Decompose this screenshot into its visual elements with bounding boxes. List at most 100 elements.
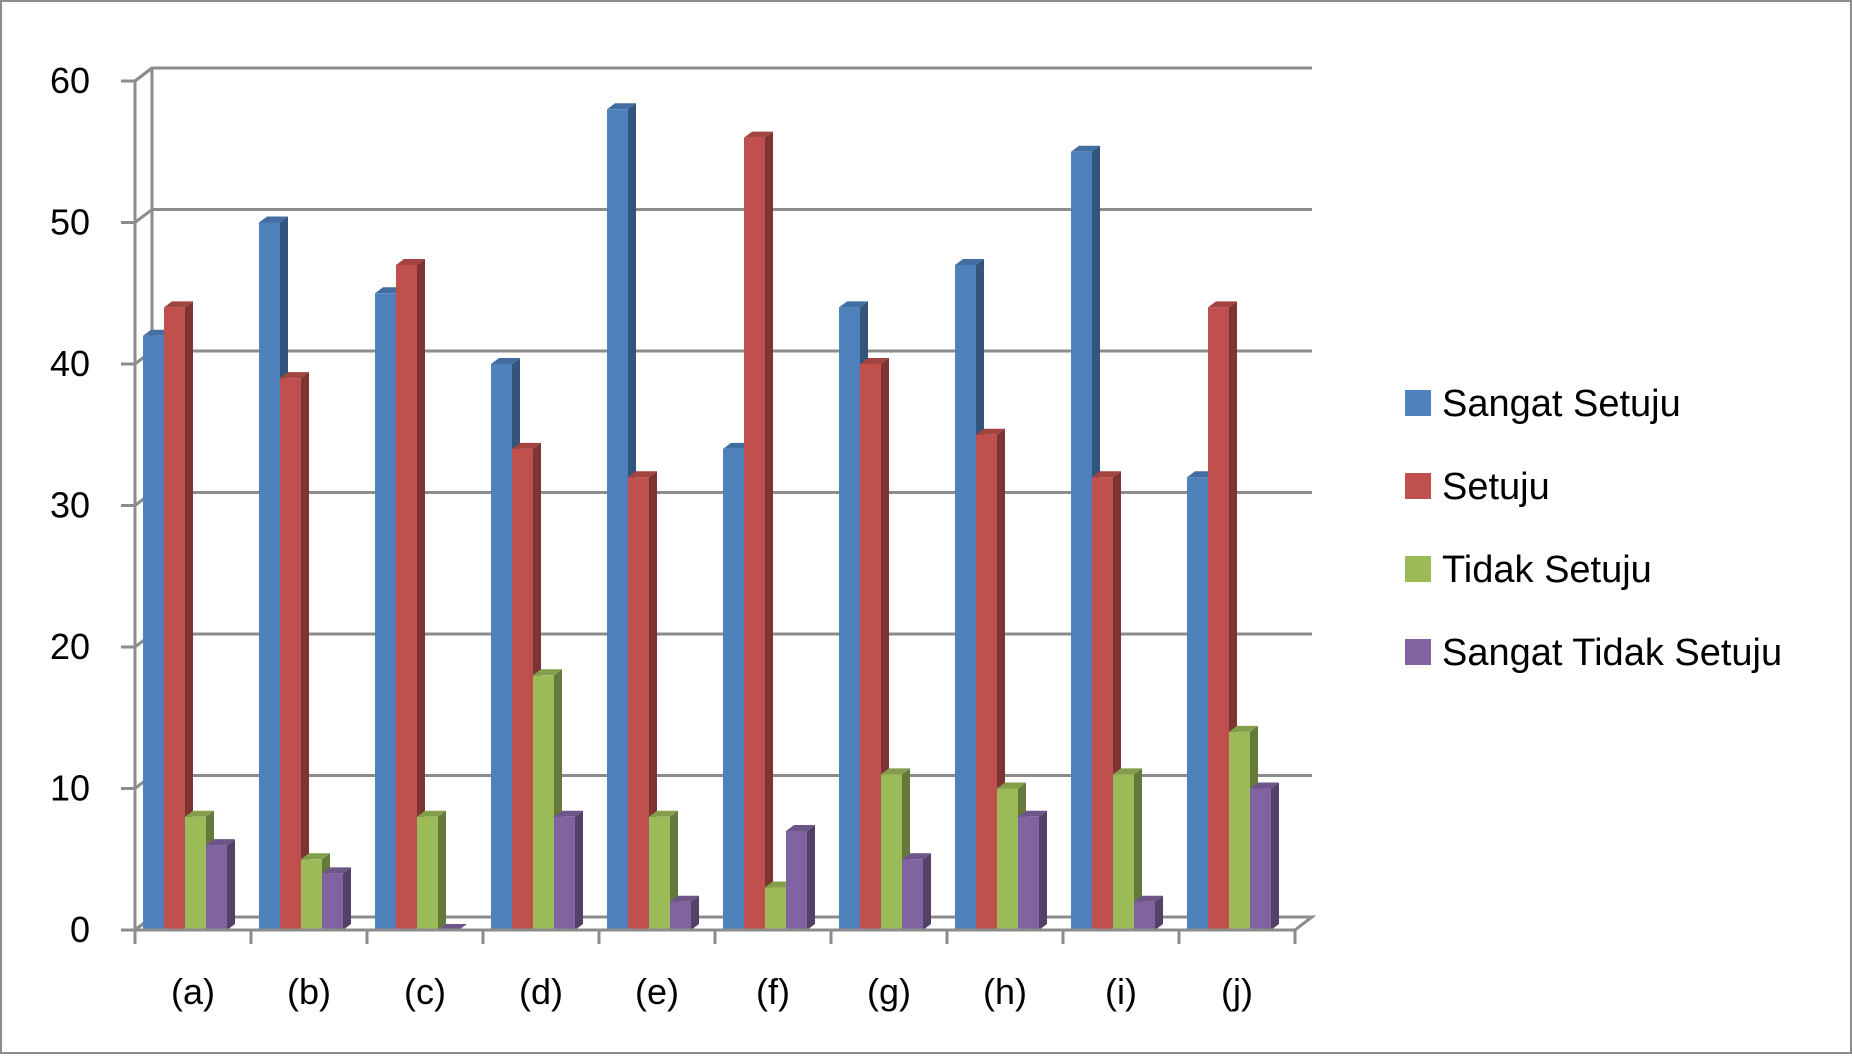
bar-front bbox=[1113, 774, 1134, 930]
bar bbox=[744, 131, 773, 931]
y-tick-label: 30 bbox=[50, 485, 90, 526]
bar-front bbox=[280, 378, 301, 930]
legend-entry: Sangat Setuju bbox=[1405, 383, 1681, 425]
legend-swatch bbox=[1405, 473, 1431, 499]
y-tick-label: 10 bbox=[50, 768, 90, 809]
bar-top bbox=[280, 372, 309, 379]
gridline bbox=[121, 66, 1312, 83]
bar-side bbox=[1039, 810, 1047, 930]
bar-front bbox=[1187, 477, 1208, 930]
bar-side bbox=[575, 810, 583, 930]
bar-front bbox=[902, 859, 923, 930]
legend-label: Tidak Setuju bbox=[1442, 549, 1652, 591]
bar-front bbox=[1092, 477, 1113, 930]
bar-top bbox=[976, 428, 1005, 435]
bar-front bbox=[860, 364, 881, 930]
bar-top bbox=[164, 301, 193, 308]
bar-front bbox=[607, 109, 628, 931]
bar-top bbox=[955, 258, 984, 265]
bar-front bbox=[164, 307, 185, 930]
legend-label: Setuju bbox=[1442, 466, 1550, 508]
gridline bbox=[121, 208, 1312, 224]
bar bbox=[1113, 768, 1142, 930]
bar bbox=[554, 810, 583, 930]
bar-front bbox=[955, 264, 976, 930]
bar bbox=[1018, 810, 1047, 930]
bar-front bbox=[881, 774, 902, 930]
bar-top bbox=[417, 810, 446, 817]
x-tick-label: (f) bbox=[756, 971, 790, 1012]
bar-top bbox=[206, 839, 235, 846]
bar-front bbox=[765, 887, 786, 930]
bar bbox=[902, 853, 931, 930]
x-tick-label: (i) bbox=[1105, 971, 1137, 1012]
bar-front bbox=[1250, 788, 1271, 930]
x-tick-label: (a) bbox=[171, 971, 215, 1012]
bar-front bbox=[839, 307, 860, 930]
legend-label: Sangat Setuju bbox=[1442, 383, 1681, 425]
bar-side bbox=[185, 301, 193, 930]
bar-top bbox=[185, 810, 214, 817]
legend-entry: Tidak Setuju bbox=[1405, 549, 1652, 591]
bar-side bbox=[343, 867, 351, 930]
legend-entry: Sangat Tidak Setuju bbox=[1405, 632, 1782, 674]
y-tick-label: 0 bbox=[70, 909, 90, 950]
bar-front bbox=[396, 264, 417, 930]
bar-top bbox=[839, 301, 868, 308]
y-axis: 0 10 20 30 40 50 60 bbox=[50, 60, 90, 950]
bar-front bbox=[744, 137, 765, 931]
bar-top bbox=[1113, 768, 1142, 775]
bar-front bbox=[1229, 731, 1250, 930]
bar-front bbox=[512, 448, 533, 930]
x-tick-label: (e) bbox=[635, 971, 679, 1012]
bar-top bbox=[1092, 471, 1121, 478]
y-tick-label: 40 bbox=[50, 343, 90, 384]
bar-top bbox=[533, 669, 562, 676]
x-tick-label: (j) bbox=[1221, 971, 1253, 1012]
bar-top bbox=[1071, 145, 1100, 152]
bar-top bbox=[744, 131, 773, 138]
bar-top bbox=[997, 782, 1026, 789]
bars bbox=[143, 103, 1279, 931]
bar-front bbox=[533, 675, 554, 930]
bar-side bbox=[417, 258, 425, 930]
x-tick-label: (g) bbox=[867, 971, 911, 1012]
bar-top bbox=[512, 442, 541, 449]
bar-side bbox=[1155, 895, 1163, 930]
bar-top bbox=[554, 810, 583, 817]
bar-top bbox=[628, 471, 657, 478]
bar-front bbox=[375, 293, 396, 930]
bar-top bbox=[881, 768, 910, 775]
bar-front bbox=[322, 873, 343, 930]
bar-top bbox=[491, 358, 520, 364]
bar-front bbox=[491, 364, 512, 930]
bar bbox=[206, 839, 235, 930]
bar-top bbox=[396, 258, 425, 265]
legend-label: Sangat Tidak Setuju bbox=[1442, 632, 1782, 674]
x-axis: (a) (b) (c) (d) (e) (f) (g) (h) (i) (j) bbox=[133, 928, 1297, 1012]
bar-top bbox=[1134, 895, 1163, 902]
bar-front bbox=[143, 335, 164, 930]
bar-side bbox=[765, 131, 773, 931]
bar-front bbox=[259, 222, 280, 930]
bar-front bbox=[1208, 307, 1229, 930]
bar-top bbox=[786, 824, 815, 831]
bar bbox=[322, 867, 351, 930]
bar bbox=[670, 895, 699, 930]
bar-top bbox=[860, 358, 889, 364]
bar-top bbox=[322, 867, 351, 874]
bar-front bbox=[997, 788, 1018, 930]
bar bbox=[396, 258, 425, 930]
y-tick-label: 50 bbox=[50, 202, 90, 243]
x-tick-label: (b) bbox=[287, 971, 331, 1012]
bar-side bbox=[301, 372, 309, 930]
bar-side bbox=[807, 824, 815, 930]
bar-top bbox=[649, 810, 678, 817]
bar-front bbox=[206, 845, 227, 930]
bar-front bbox=[649, 816, 670, 930]
bar-front bbox=[1134, 901, 1155, 930]
bar-side bbox=[1134, 768, 1142, 930]
bar bbox=[280, 372, 309, 930]
legend-entry: Setuju bbox=[1405, 466, 1550, 508]
bar-top bbox=[1208, 301, 1237, 308]
